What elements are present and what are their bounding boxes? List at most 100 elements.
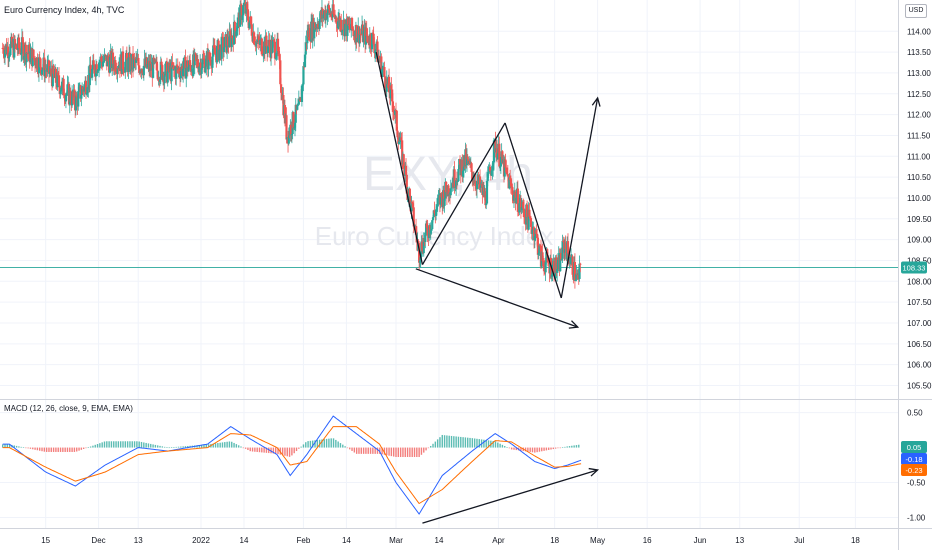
macd-histogram-bar bbox=[402, 447, 404, 458]
candle-body bbox=[212, 45, 215, 57]
candle-body bbox=[198, 66, 201, 73]
macd-histogram-bar bbox=[420, 447, 423, 455]
candle-body bbox=[475, 181, 479, 190]
macd-histogram-bar bbox=[119, 441, 122, 448]
candle-body bbox=[48, 72, 51, 74]
candle-body bbox=[508, 177, 511, 189]
x-tick-label: 13 bbox=[134, 536, 143, 545]
second-decline[interactable] bbox=[504, 122, 562, 299]
macd-histogram-bar bbox=[263, 447, 265, 453]
price-badges: 108.33 0.05 -0.18 -0.23 bbox=[901, 261, 927, 476]
y-tick-label: 107.00 bbox=[907, 319, 932, 328]
projected-rally-arrow[interactable] bbox=[560, 97, 599, 299]
candle-body bbox=[46, 64, 49, 72]
candle-body bbox=[220, 36, 223, 59]
candle-body bbox=[454, 186, 457, 188]
macd-histogram-bar bbox=[453, 436, 455, 448]
candle-body bbox=[81, 87, 84, 90]
candle-body bbox=[555, 257, 558, 273]
candle-body bbox=[394, 110, 397, 116]
rally-leg[interactable] bbox=[421, 122, 506, 265]
candle-body bbox=[569, 257, 573, 264]
macd-histogram-bar bbox=[159, 445, 161, 448]
macd-histogram-bar bbox=[140, 441, 143, 448]
macd-histogram-bar bbox=[207, 444, 210, 448]
candle-body bbox=[248, 22, 251, 29]
macd-histogram-bar bbox=[122, 441, 124, 448]
candle-body bbox=[520, 207, 523, 211]
candle-body bbox=[494, 139, 497, 153]
candle-body bbox=[437, 197, 440, 199]
macd-histogram-bar bbox=[536, 447, 538, 453]
candle-body bbox=[200, 68, 203, 74]
candle-body bbox=[326, 12, 329, 19]
candle-body bbox=[44, 68, 47, 77]
candle-body bbox=[52, 65, 55, 74]
macd-histogram-bar bbox=[321, 439, 323, 448]
projected-rally-arrow-head bbox=[591, 96, 601, 107]
currency-badge[interactable]: USD bbox=[905, 4, 927, 18]
candle-body bbox=[424, 223, 428, 233]
candle-body bbox=[381, 69, 384, 78]
macd-histogram-bar bbox=[286, 447, 288, 457]
candle-body bbox=[355, 25, 358, 42]
macd-histogram-bar bbox=[541, 447, 543, 452]
candle-body bbox=[485, 203, 488, 206]
candle-body bbox=[431, 217, 435, 221]
macd-histogram-bar bbox=[538, 447, 541, 452]
macd-divergence-arrow[interactable] bbox=[422, 469, 598, 524]
candle-body bbox=[111, 52, 115, 64]
candle-body bbox=[166, 71, 169, 83]
candle-body bbox=[160, 61, 163, 66]
macd-histogram-bar bbox=[62, 447, 64, 452]
candle-body bbox=[159, 61, 162, 80]
macd-histogram-bar bbox=[268, 447, 270, 454]
candle-body bbox=[239, 4, 243, 6]
macd-histogram-bar bbox=[404, 447, 406, 458]
candle-body bbox=[103, 54, 106, 62]
signal-line bbox=[2, 426, 582, 505]
candle-body bbox=[538, 245, 541, 253]
candle-body bbox=[457, 169, 460, 182]
candle-body bbox=[221, 36, 224, 38]
decline-leg[interactable] bbox=[375, 51, 424, 265]
candle-body bbox=[435, 209, 438, 217]
candle-body bbox=[579, 263, 582, 265]
candle-body bbox=[397, 141, 401, 144]
candle-body bbox=[21, 37, 24, 43]
macd-histogram-bar bbox=[249, 447, 251, 452]
candle-body bbox=[432, 210, 435, 218]
macd-histogram-bar bbox=[476, 438, 478, 448]
macd-histogram-bar bbox=[244, 447, 247, 449]
candle-body bbox=[47, 60, 51, 74]
grid bbox=[0, 0, 898, 528]
candle-body bbox=[439, 193, 442, 205]
macd-histogram-bar bbox=[274, 447, 277, 454]
candle-body bbox=[13, 39, 16, 58]
candle-body bbox=[470, 163, 473, 172]
macd-histogram-bar bbox=[57, 447, 59, 452]
macd-histogram-bar bbox=[471, 438, 474, 448]
candle-body bbox=[138, 65, 141, 73]
candle-body bbox=[487, 172, 490, 174]
candle-body bbox=[426, 227, 429, 236]
lower-lows-arrow[interactable] bbox=[415, 268, 578, 328]
macd-histogram-bar bbox=[483, 439, 485, 448]
candle-body bbox=[313, 22, 317, 30]
candle-body bbox=[81, 87, 84, 95]
candle-body bbox=[273, 40, 276, 42]
candle-body bbox=[64, 95, 68, 102]
candle-body bbox=[77, 87, 81, 92]
candle-body bbox=[381, 69, 384, 71]
candle-body bbox=[114, 60, 117, 72]
macd-histogram-bar bbox=[510, 447, 513, 450]
candle-body bbox=[504, 159, 507, 168]
macd-histogram-bar bbox=[529, 447, 531, 452]
candle-body bbox=[170, 61, 173, 82]
drawings[interactable] bbox=[375, 51, 601, 524]
macd-histogram-bar bbox=[330, 438, 332, 448]
candle-body bbox=[122, 69, 125, 72]
candle-body bbox=[22, 42, 25, 60]
